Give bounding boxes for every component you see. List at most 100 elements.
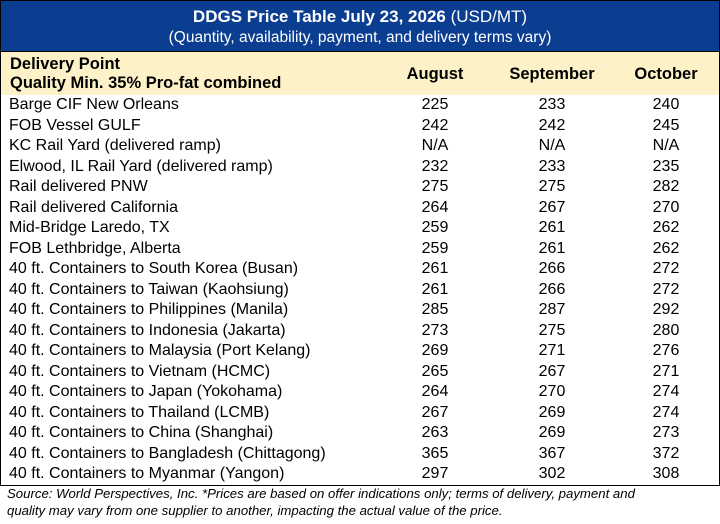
title-bar: DDGS Price Table July 23, 2026 (USD/MT) …: [0, 0, 720, 52]
table-header: Delivery Point Quality Min. 35% Pro-fat …: [0, 52, 720, 95]
row-august-price: 242: [421, 116, 449, 134]
row-delivery-point: 40 ft. Containers to Vietnam (HCMC): [9, 362, 271, 380]
row-october-price: 276: [652, 342, 680, 359]
row-september-price: 275: [538, 321, 566, 339]
table-row: 40 ft. Containers to Bangladesh (Chittag…: [1, 444, 719, 465]
title-units: (USD/MT): [445, 7, 528, 26]
row-september-price: 261: [538, 239, 566, 257]
row-delivery-point: KC Rail Yard (delivered ramp): [9, 137, 221, 154]
row-august-price: 232: [421, 157, 449, 175]
row-october-price: 272: [652, 280, 680, 298]
row-august-price: 259: [421, 239, 449, 257]
header-quality: Quality Min. 35% Pro-fat combined: [10, 74, 282, 92]
row-september-price: 233: [538, 157, 566, 175]
table-row: KC Rail Yard (delivered ramp) N/A N/A N/A: [1, 136, 719, 157]
row-september-price: 267: [538, 362, 566, 380]
row-september-price: 269: [538, 424, 566, 441]
row-august-price: 261: [421, 280, 449, 298]
header-delivery-point: Delivery Point: [10, 55, 121, 73]
row-september-price: 266: [538, 280, 566, 298]
source-footnote: Source: World Perspectives, Inc. *Prices…: [7, 485, 715, 519]
table-subtitle: (Quantity, availability, payment, and de…: [168, 29, 552, 46]
row-delivery-point: Mid-Bridge Laredo, TX: [9, 219, 170, 236]
row-october-price: 235: [652, 157, 680, 175]
row-delivery-point: 40 ft. Containers to Thailand (LCMB): [9, 403, 270, 421]
table-row: Barge CIF New Orleans 225 233 240: [1, 95, 719, 116]
header-august: August: [406, 65, 464, 83]
table-row: 40 ft. Containers to Vietnam (HCMC) 265 26…: [1, 362, 719, 383]
row-september-price: 287: [538, 301, 566, 318]
row-delivery-point: FOB Lethbridge, Alberta: [9, 239, 181, 257]
row-october-price: 270: [652, 198, 680, 216]
row-august-price: 261: [421, 260, 449, 277]
row-delivery-point: 40 ft. Containers to Japan (Yokohama): [9, 383, 283, 400]
row-august-price: 263: [421, 424, 449, 441]
row-september-price: 271: [538, 342, 566, 359]
row-october-price: 280: [652, 321, 680, 339]
title-main: DDGS Price Table July 23, 2026: [192, 7, 446, 26]
row-august-price: 225: [421, 96, 449, 113]
row-october-price: 271: [652, 362, 680, 380]
row-delivery-point: 40 ft. Containers to Philippines (Manila…: [9, 301, 289, 318]
row-september-price: 367: [538, 444, 566, 462]
row-delivery-point: 40 ft. Containers to Malaysia (Port Kela…: [9, 342, 311, 359]
table-row: Rail delivered California 264 267 270: [1, 198, 719, 219]
table-row: Rail delivered PNW 275 275 282: [1, 177, 719, 198]
row-august-price: 365: [421, 444, 449, 462]
row-october-price: 262: [652, 239, 680, 257]
row-october-price: 262: [652, 219, 680, 236]
row-august-price: 269: [421, 342, 449, 359]
row-september-price: 242: [538, 116, 566, 134]
row-august-price: 265: [421, 362, 449, 380]
row-september-price: 266: [538, 260, 566, 277]
row-delivery-point: Rail delivered California: [9, 198, 178, 216]
table-row: FOB Lethbridge, Alberta 259 261 262: [1, 239, 719, 260]
row-delivery-point: FOB Vessel GULF: [9, 116, 141, 134]
row-august-price: 273: [421, 321, 449, 339]
row-october-price: 274: [652, 383, 680, 400]
row-september-price: 302: [538, 465, 566, 482]
row-delivery-point: 40 ft. Containers to China (Shanghai): [9, 424, 274, 441]
table-row: 40 ft. Containers to Myanmar (Yangon) 297…: [1, 464, 719, 485]
row-september-price: 261: [538, 219, 566, 236]
table-row: 40 ft. Containers to Thailand (LCMB) 267 2…: [1, 403, 719, 424]
row-august-price: 259: [421, 219, 449, 236]
table-body: Barge CIF New Orleans 225 233 240 FOB Vessel…: [0, 95, 720, 486]
table-row: 40 ft. Containers to Philippines (Manila…: [1, 300, 719, 321]
row-september-price: 275: [538, 178, 566, 195]
row-delivery-point: 40 ft. Containers to Bangladesh (Chittag…: [9, 444, 326, 462]
row-september-price: 233: [538, 96, 566, 113]
row-august-price: 275: [421, 178, 449, 195]
row-august-price: 264: [421, 198, 449, 216]
table-row: 40 ft. Containers to Indonesia (Jakarta)…: [1, 321, 719, 342]
footnote-line-1: Source: World Perspectives, Inc. *Prices…: [7, 486, 635, 501]
row-october-price: 245: [652, 116, 680, 134]
row-delivery-point: 40 ft. Containers to Indonesia (Jakarta): [9, 321, 286, 339]
row-september-price: N/A: [538, 137, 566, 154]
row-delivery-point: 40 ft. Containers to Taiwan (Kaohsiung): [9, 280, 289, 298]
row-october-price: 282: [652, 178, 680, 195]
table-row: Elwood, IL Rail Yard (delivered ramp) 232…: [1, 157, 719, 178]
row-october-price: 292: [652, 301, 680, 318]
row-delivery-point: Elwood, IL Rail Yard (delivered ramp): [9, 157, 273, 175]
row-october-price: 308: [652, 465, 680, 482]
table-row: 40 ft. Containers to South Korea (Busan)…: [1, 259, 719, 280]
footnote-line-2: quality may vary from one supplier to an…: [7, 503, 503, 518]
row-october-price: 372: [652, 444, 680, 462]
table-row: Mid-Bridge Laredo, TX 259 261 262: [1, 218, 719, 239]
header-september: September: [509, 65, 595, 83]
row-september-price: 267: [538, 198, 566, 216]
row-august-price: 285: [421, 301, 449, 318]
table-row: 40 ft. Containers to China (Shanghai) 263…: [1, 423, 719, 444]
header-october: October: [634, 65, 698, 83]
row-september-price: 270: [538, 383, 566, 400]
row-october-price: 240: [652, 96, 680, 113]
row-august-price: 267: [421, 403, 449, 421]
table-row: 40 ft. Containers to Japan (Yokohama) 264…: [1, 382, 719, 403]
row-october-price: 272: [652, 260, 680, 277]
table-row: FOB Vessel GULF 242 242 245: [1, 116, 719, 137]
row-delivery-point: Barge CIF New Orleans: [9, 96, 179, 113]
table-row: 40 ft. Containers to Malaysia (Port Kela…: [1, 341, 719, 362]
table-title: DDGS Price Table July 23, 2026 (USD/MT): [1, 7, 719, 26]
